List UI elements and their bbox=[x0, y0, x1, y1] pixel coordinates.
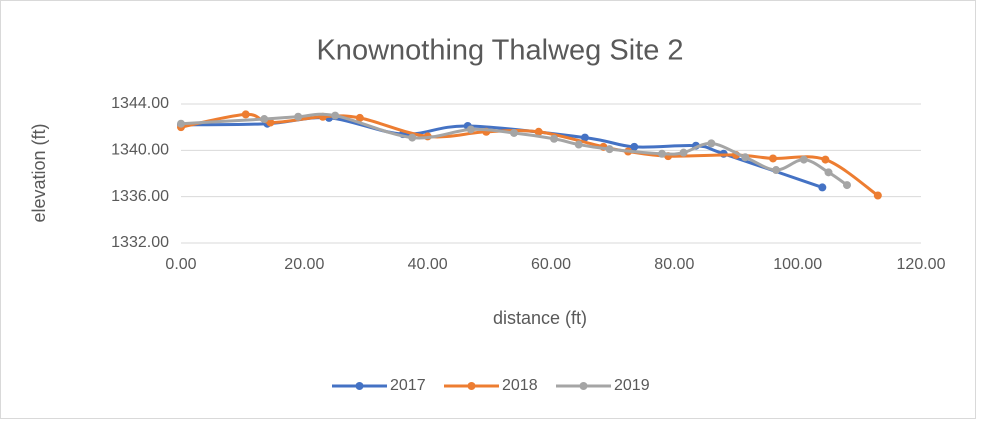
chart-title: Knownothing Thalweg Site 2 bbox=[316, 35, 683, 67]
data-point bbox=[679, 148, 688, 157]
data-point bbox=[630, 142, 639, 151]
data-point bbox=[843, 181, 851, 190]
x-tick-label: 40.00 bbox=[408, 256, 448, 273]
data-point bbox=[605, 145, 614, 154]
legend-marker bbox=[579, 382, 588, 390]
data-point bbox=[241, 110, 250, 119]
data-point bbox=[534, 127, 543, 136]
y-tick-label: 1332.00 bbox=[111, 234, 169, 251]
data-point bbox=[707, 139, 716, 148]
data-point bbox=[741, 153, 750, 162]
x-tick-label: 0.00 bbox=[165, 256, 196, 273]
data-point bbox=[769, 154, 777, 163]
data-point bbox=[824, 168, 833, 177]
data-point bbox=[294, 112, 303, 121]
data-point bbox=[818, 183, 827, 192]
data-point bbox=[772, 166, 781, 175]
legend-label: 2017 bbox=[390, 377, 426, 394]
data-point bbox=[580, 133, 589, 142]
data-point bbox=[177, 119, 185, 128]
legend-marker bbox=[467, 382, 476, 390]
data-point bbox=[821, 155, 830, 164]
y-tick-label: 1344.00 bbox=[111, 95, 169, 112]
data-point bbox=[799, 155, 808, 164]
data-point bbox=[873, 191, 882, 200]
data-point bbox=[510, 128, 518, 137]
x-tick-label: 60.00 bbox=[531, 256, 571, 273]
y-tick-label: 1340.00 bbox=[111, 142, 169, 159]
x-tick-label: 20.00 bbox=[284, 256, 324, 273]
x-tick-label: 80.00 bbox=[654, 256, 694, 273]
data-point bbox=[550, 134, 559, 143]
x-tick-label: 100.00 bbox=[773, 256, 822, 273]
data-point bbox=[331, 111, 340, 120]
legend-label: 2018 bbox=[502, 377, 538, 394]
data-point bbox=[260, 115, 269, 124]
legend-label: 2019 bbox=[614, 377, 650, 394]
legend-marker bbox=[355, 382, 364, 390]
x-tick-label: 120.00 bbox=[897, 256, 946, 273]
data-point bbox=[466, 125, 475, 134]
data-point bbox=[266, 118, 275, 127]
data-point bbox=[408, 133, 417, 142]
y-tick-label: 1336.00 bbox=[111, 188, 169, 205]
y-axis-label: elevation (ft) bbox=[29, 123, 49, 222]
data-point bbox=[574, 140, 583, 149]
data-point bbox=[355, 113, 364, 122]
x-axis-label: distance (ft) bbox=[493, 308, 587, 328]
data-point bbox=[658, 149, 666, 158]
